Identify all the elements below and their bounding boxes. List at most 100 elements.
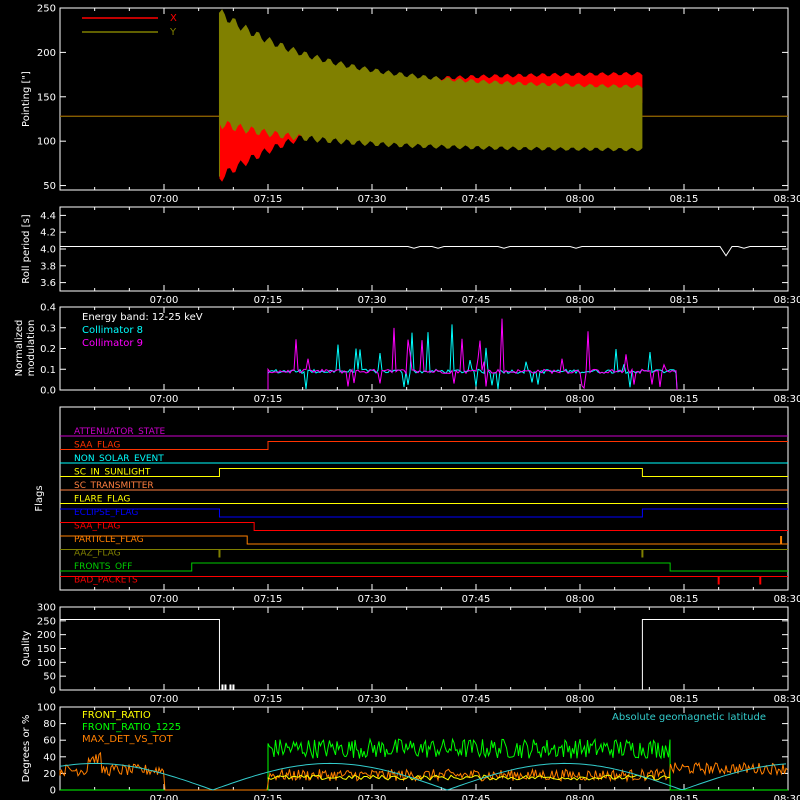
x-tick-label: 07:00 [150, 694, 179, 705]
x-tick-label: 08:30 [774, 594, 800, 605]
x-tick-label: 07:45 [462, 594, 491, 605]
y-tick-label: 100 [37, 703, 56, 714]
x-tick-label: 07:45 [462, 694, 491, 705]
x-tick-label: 07:15 [254, 295, 283, 306]
quality-y-label: Quality [21, 631, 32, 667]
x-tick-label: 07:30 [358, 194, 387, 205]
y-tick-label: 20 [43, 769, 56, 780]
x-tick-label: 07:00 [150, 295, 179, 306]
roll-period-y-label: Roll period [s] [21, 214, 32, 283]
flag-label: FRONTS_OFF [74, 562, 132, 572]
legend-label-X: X [170, 13, 177, 24]
x-tick-label: 08:15 [670, 295, 699, 306]
y-tick-label: 4.4 [40, 211, 56, 222]
x-tick-label: 08:00 [566, 295, 595, 306]
flag-trace [60, 535, 788, 545]
ratios-y-label: Degrees or % [21, 715, 32, 783]
x-tick-label: 07:15 [254, 794, 283, 800]
flag-label: FLARE_FLAG [74, 495, 130, 505]
x-tick-label: 07:30 [358, 295, 387, 306]
flag-trace [60, 508, 788, 518]
modulation-y-label-line1: Normalized [14, 320, 25, 377]
flag-label: ATTENUATOR_STATE [74, 427, 166, 437]
x-tick-label: 08:15 [670, 194, 699, 205]
y-tick-label: 50 [43, 672, 56, 683]
y-tick-label: 3.8 [40, 261, 56, 272]
x-tick-label: 07:00 [150, 594, 179, 605]
x-tick-label: 07:30 [358, 794, 387, 800]
flag-label: PARTICLE_FLAG [74, 535, 144, 545]
legend-label-geomag: Absolute geomagnetic latitude [612, 712, 766, 723]
flag-trace [60, 562, 788, 572]
flag-label: BAD_PACKETS [74, 576, 138, 586]
legend-label-ratio-1: FRONT_RATIO_1225 [82, 722, 181, 733]
y-tick-label: 80 [43, 719, 56, 730]
flag-label: SC_TRANSMITTER [74, 481, 154, 491]
series-geomagnetic-latitude [59, 762, 787, 791]
y-tick-label: 250 [37, 4, 56, 15]
pointing-y-label: Pointing ["] [21, 71, 32, 127]
x-tick-label: 08:30 [774, 794, 800, 800]
x-tick-label: 07:15 [254, 394, 283, 405]
panel-frame-0 [59, 7, 789, 191]
flags-y-label: Flags [34, 485, 45, 511]
x-tick-label: 08:00 [566, 194, 595, 205]
x-tick-label: 07:00 [150, 394, 179, 405]
modulation-series-0 [267, 324, 678, 391]
flag-trace [60, 522, 788, 531]
y-tick-label: 100 [37, 658, 56, 669]
x-tick-label: 07:00 [150, 794, 179, 800]
series-front-ratio-1225 [60, 737, 788, 791]
legend-label-collimator-1: Collimator 9 [82, 338, 143, 349]
modulation-y-label-line2: modulation [26, 320, 37, 377]
x-tick-label: 07:30 [358, 394, 387, 405]
y-tick-label: 40 [43, 752, 56, 763]
series-envelope-Y [219, 9, 643, 152]
flag-trace [60, 441, 788, 450]
y-tick-label: 150 [37, 92, 56, 103]
y-tick-label: 0.2 [40, 344, 56, 355]
x-tick-label: 08:00 [566, 394, 595, 405]
panel-frame-3 [59, 406, 789, 591]
x-tick-label: 08:00 [566, 694, 595, 705]
legend-label-ratio-0: FRONT_RATIO [82, 710, 151, 721]
x-tick-label: 07:15 [254, 694, 283, 705]
x-tick-label: 08:00 [566, 594, 595, 605]
y-tick-label: 0.0 [40, 386, 56, 397]
panel-frame-1 [59, 206, 789, 292]
x-tick-label: 07:30 [358, 694, 387, 705]
quality-line [60, 618, 788, 691]
x-tick-label: 07:45 [462, 295, 491, 306]
panel-frame-5 [59, 706, 789, 791]
x-tick-label: 07:30 [358, 594, 387, 605]
x-tick-label: 08:15 [670, 594, 699, 605]
series-front-ratio [267, 774, 671, 781]
x-tick-label: 07:45 [462, 794, 491, 800]
legend-label-ratio-2: MAX_DET_VS_TOT [82, 734, 174, 745]
series-max-det-vs-tot [59, 751, 788, 791]
flag-label: ECLIPSE_FLAG [74, 508, 138, 518]
x-tick-label: 07:00 [150, 194, 179, 205]
flag-label: AAZ_FLAG [74, 549, 121, 559]
x-tick-label: 07:45 [462, 194, 491, 205]
flag-label: SC_IN_SUNLIGHT [74, 468, 151, 478]
flag-label: SAA_FLAG [74, 441, 120, 451]
x-tick-label: 07:15 [254, 594, 283, 605]
x-tick-label: 07:45 [462, 394, 491, 405]
y-tick-label: 3.6 [40, 278, 56, 289]
y-tick-label: 0.1 [40, 365, 56, 376]
legend-label-Y: Y [169, 27, 177, 38]
y-tick-label: 4.2 [40, 228, 56, 239]
x-tick-label: 08:30 [774, 194, 800, 205]
y-tick-label: 4.0 [40, 245, 56, 256]
y-tick-label: 0.4 [40, 303, 56, 314]
y-tick-label: 0.3 [40, 323, 56, 334]
x-tick-label: 08:15 [670, 694, 699, 705]
x-tick-label: 08:15 [670, 394, 699, 405]
energy-band-annotation: Energy band: 12-25 keV [82, 312, 203, 323]
y-tick-label: 100 [37, 137, 56, 148]
modulation-series-1 [267, 318, 678, 391]
flag-label: SAA_FLAG [74, 522, 120, 532]
